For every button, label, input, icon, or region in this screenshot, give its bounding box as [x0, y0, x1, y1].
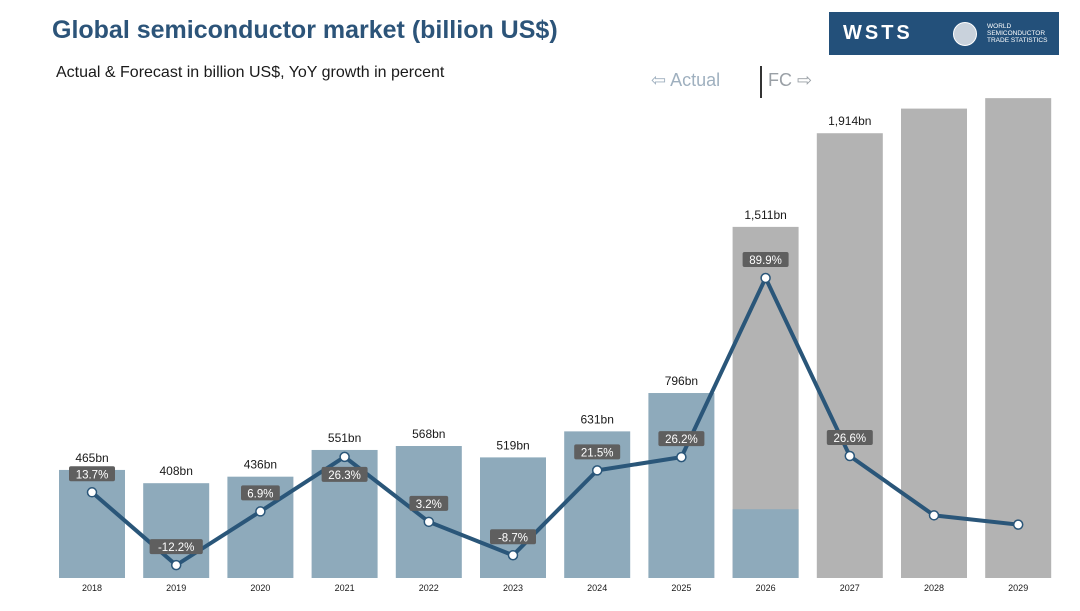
x-tick-label: 2021 — [335, 583, 355, 593]
x-tick-label: 2028 — [924, 583, 944, 593]
x-tick-label: 2024 — [587, 583, 607, 593]
bar-value-label: 1,511bn — [744, 208, 787, 222]
x-tick-label: 2020 — [250, 583, 270, 593]
x-tick-label: 2025 — [671, 583, 691, 593]
bar-value-label: 551bn — [328, 431, 361, 445]
x-tick-label: 2026 — [756, 583, 776, 593]
legend-divider — [760, 66, 762, 98]
growth-label-box — [409, 495, 449, 511]
x-tick-label: 2023 — [503, 583, 523, 593]
x-tick-label: 2022 — [419, 583, 439, 593]
actual-bar — [648, 393, 715, 578]
growth-point — [676, 451, 687, 463]
x-tick-label: 2019 — [166, 583, 186, 593]
globe-icon — [953, 22, 977, 46]
logo-org-line: TRADE STATISTICS — [987, 37, 1048, 44]
growth-value-label: 26.6% — [833, 433, 866, 445]
growth-label-box — [742, 252, 789, 267]
growth-point — [170, 559, 182, 571]
growth-point — [844, 450, 856, 462]
page-title: Global semiconductor market (billion US$… — [52, 16, 558, 44]
growth-value-label: 6.9% — [247, 488, 273, 500]
actual-portion-bar — [732, 509, 799, 578]
logo-org-line: WORLD — [987, 23, 1012, 30]
legend-forecast: FC ⇨ — [768, 70, 813, 90]
growth-value-label: 3.2% — [416, 499, 442, 511]
bar-value-label: 631bn — [581, 412, 614, 426]
forecast-bar — [816, 133, 883, 579]
growth-point — [339, 451, 350, 463]
growth-label-box — [241, 485, 280, 501]
growth-point — [255, 506, 266, 517]
growth-value-label: 89.9% — [749, 255, 782, 267]
growth-value-label: 26.3% — [328, 470, 361, 482]
actual-bar — [59, 469, 125, 578]
growth-value-label: -12.2% — [158, 542, 194, 554]
bar-value-label: 519bn — [496, 438, 529, 452]
x-tick-label: 2018 — [82, 583, 102, 593]
growth-label-box — [321, 466, 368, 482]
growth-line — [90, 276, 1019, 568]
growth-label-box — [574, 444, 621, 460]
logo-mark: WSTS — [843, 22, 913, 44]
forecast-bar — [901, 108, 967, 578]
chart-subtitle: Actual & Forecast in billion US$, YoY gr… — [56, 64, 445, 81]
growth-label-box — [658, 431, 705, 447]
growth-point — [1012, 519, 1024, 530]
bar-value-label: 408bn — [160, 464, 193, 478]
growth-value-label: -8.7% — [498, 532, 528, 544]
legend-actual: ⇦ Actual — [651, 70, 721, 90]
growth-point — [760, 272, 771, 284]
growth-point — [423, 516, 435, 528]
bar-value-label: 796bn — [665, 374, 698, 388]
growth-label-box — [69, 466, 115, 482]
growth-value-label: 13.7% — [76, 469, 109, 481]
growth-value-label: 21.5% — [581, 447, 614, 459]
growth-point — [507, 550, 519, 561]
growth-point — [86, 487, 98, 498]
growth-label-box — [490, 529, 536, 545]
bar-value-label: 465bn — [75, 451, 108, 465]
bar-value-label: 436bn — [244, 458, 277, 472]
logo-org-line: SEMICONDUCTOR — [987, 30, 1046, 37]
growth-point — [591, 465, 603, 476]
bar-value-label: 568bn — [412, 427, 445, 441]
logo-org-name: WORLD SEMICONDUCTOR TRADE STATISTICS — [987, 23, 1047, 44]
growth-point — [928, 510, 940, 521]
bar-value-label: 1,914bn — [828, 114, 871, 128]
actual-bar — [395, 446, 462, 578]
growth-label-box — [826, 430, 873, 446]
forecast-bar — [985, 98, 1052, 578]
growth-value-label: 26.2% — [665, 434, 698, 446]
x-tick-label: 2029 — [1008, 583, 1028, 593]
growth-label-box — [149, 539, 203, 555]
wsts-logo: WSTS WORLD SEMICONDUCTOR TRADE STATISTIC… — [829, 12, 1059, 55]
x-tick-label: 2027 — [840, 583, 860, 593]
